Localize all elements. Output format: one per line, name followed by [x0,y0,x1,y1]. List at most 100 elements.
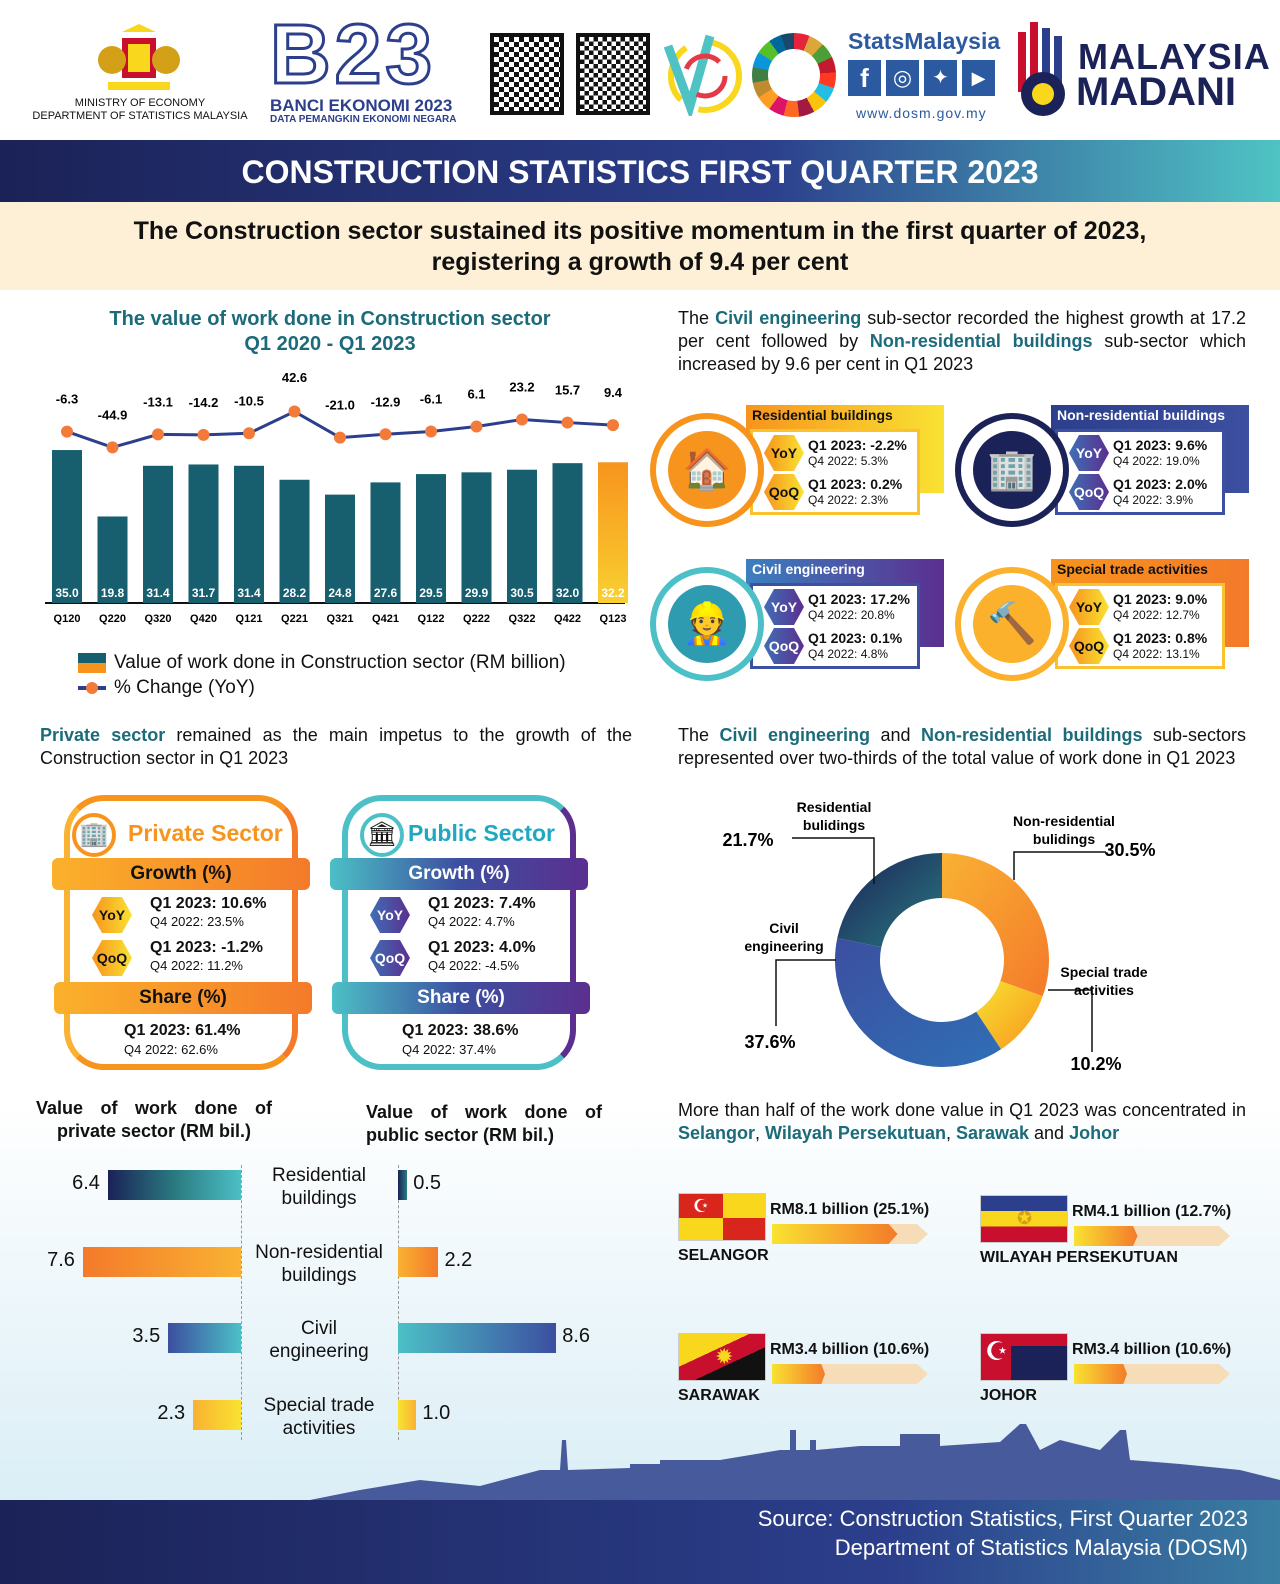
qr-code-facebook[interactable] [576,33,650,115]
slice-label: bulidings [803,817,865,833]
yoy-q1: Q1 2023: 10.6% [150,895,267,912]
leader-line [1013,851,1106,880]
yoy-q4: Q4 2022: 20.8% [808,608,895,622]
public-value-label: 1.0 [422,1402,451,1424]
footer: Source: Construction Statistics, First Q… [0,1500,1280,1584]
slice-label: engineering [744,938,823,954]
ministry-line2: DEPARTMENT OF STATISTICS MALAYSIA [32,110,248,122]
x-tick-label: Q120 [54,613,81,625]
yoy-q4: Q4 2022: 4.7% [428,914,515,929]
slice-label: Non-residential [1013,813,1115,829]
state-flag: ✪ [980,1195,1068,1243]
x-tick-label: Q123 [600,613,627,625]
private-value-label: 2.3 [157,1402,186,1424]
x-tick-label: Q122 [418,613,445,625]
private-value-label: 3.5 [132,1325,161,1347]
yoy-q1: Q1 2023: -2.2% [808,437,907,453]
text: The [678,308,716,328]
state-flag: ✹ [678,1333,766,1381]
qoq-q4: Q4 2022: -4.5% [428,958,520,973]
subsector-name: Civil engineering [752,561,865,577]
yoy-value-label: -13.1 [143,394,173,409]
highlight-nonres: Non-residential buildings [869,331,1093,351]
instagram-icon[interactable]: ◎ [886,60,919,96]
headline-line1: The Construction sector sustained its po… [133,217,1147,245]
bar-value-label: 27.6 [374,586,398,600]
text: and [870,725,921,745]
bar [188,464,219,603]
bar [416,474,446,603]
category-label: Residential buildings [272,1165,366,1209]
qr-code[interactable] [490,33,564,115]
slice-label: Civil [769,920,799,936]
text: remained as the main impetus to the grow… [40,725,632,768]
highlight-selangor: Selangor [678,1123,756,1143]
bar [325,494,355,603]
text: sub-sector which increased by 9.6 per ce… [678,331,1246,374]
qoq-q1: Q1 2023: 4.0% [428,939,536,956]
state-value: RM3.4 billion (10.6%) [770,1341,930,1358]
qoq-q1: Q1 2023: 2.0% [1113,476,1208,492]
headline: The Construction sector sustained its po… [0,202,1280,290]
bar-value-label: 19.8 [101,586,125,600]
public-bar [398,1247,439,1277]
sector-name: Private Sector [128,820,283,846]
state-share-bar [1074,1226,1138,1246]
yoy-point [561,416,574,429]
yoy-value-label: -6.3 [56,392,78,407]
text: , [945,1123,956,1143]
card-border [64,795,298,1070]
ministry-line1: MINISTRY OF ECONOMY [74,97,206,109]
x-tick-label: Q421 [372,613,399,625]
x-tick-label: Q222 [463,613,490,625]
construction-worker-icon: 🔨 [973,585,1051,663]
bar [52,450,82,603]
yoy-q4: Q4 2022: 23.5% [150,914,244,929]
private-value-label: 6.4 [72,1172,100,1194]
growth-band: Growth (%) [52,858,310,890]
qoq-q1: Q1 2023: 0.2% [808,476,903,492]
share-band: Share (%) [332,982,590,1014]
youtube-icon[interactable]: ▶ [962,60,995,96]
public-hbar-title: Value of work done of public sector (RM … [366,1102,602,1145]
yoy-point [516,413,528,426]
yoy-value-label: 9.4 [604,385,623,400]
subsector-intro: The Civil engineering sub-sector recorde… [678,307,1246,376]
bar [279,479,310,603]
x-tick-label: Q320 [145,613,172,625]
slice-value-label: 37.6% [744,1032,795,1052]
facebook-icon[interactable]: f [848,60,881,96]
social-icons: f ◎ ✦ ▶ [848,60,995,96]
office-buildings-icon: 🏢 [72,813,116,857]
legend-line-label: % Change (YoY) [114,677,255,698]
state-flag: ☪ [980,1333,1068,1381]
legend-item-bar: Value of work done in Construction secto… [78,650,566,675]
yoy-value-label: 23.2 [509,379,534,394]
yoy-point [607,419,619,432]
x-tick-label: Q221 [281,613,308,625]
slice-label: activities [1074,982,1134,998]
website-link[interactable]: www.dosm.gov.my [856,105,987,121]
public-bar [398,1170,408,1200]
twitter-icon[interactable]: ✦ [924,60,957,96]
category-label: Civil engineering [269,1318,369,1362]
private-bar [107,1170,241,1200]
slice-value-label: 21.7% [722,830,773,850]
legend-bar-label: Value of work done in Construction secto… [114,652,566,673]
bar [507,469,537,603]
growth-band: Growth (%) [330,858,588,890]
madani-line1: MALAYSIA [1078,36,1271,77]
qoq-q4: Q4 2022: 3.9% [1113,493,1194,507]
highlight-private: Private sector [40,725,166,745]
divider-line [398,1165,399,1440]
state-value: RM3.4 billion (10.6%) [1072,1341,1232,1358]
sector-name: Public Sector [408,820,555,846]
category-label: Special trade activities [263,1395,375,1439]
state-name: SELANGOR [678,1247,769,1264]
qoq-badge: QoQ [764,474,804,510]
text: sub-sector recorded the highest growth a… [678,308,1246,351]
bar-value-label: 28.2 [283,586,307,600]
yoy-value-label: 6.1 [467,386,485,401]
government-building-icon: 🏛 [360,813,404,857]
sector-card: 🏛 Public Sector Growth (%) YoY Q1 2023: … [330,795,590,1070]
